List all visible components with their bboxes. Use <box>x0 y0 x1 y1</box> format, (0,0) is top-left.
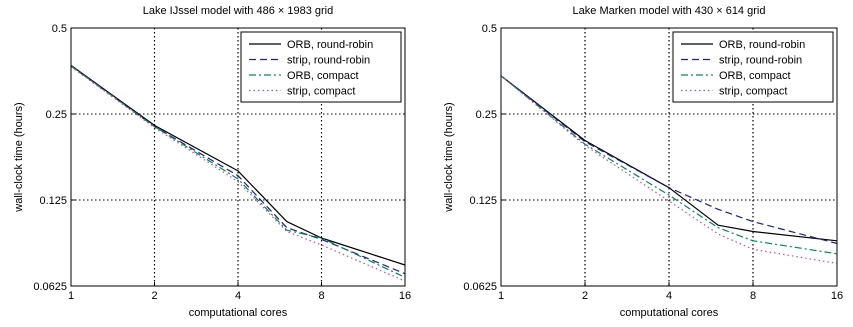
legend-label: strip, compact <box>719 86 787 98</box>
axis-ticks: 1 2 4 8 16 0.0625 0.125 0.25 0.5 <box>33 23 411 302</box>
grid-lines <box>501 28 837 286</box>
series-line <box>70 66 406 282</box>
y-tick-label: 0.25 <box>476 109 497 121</box>
y-axis-label: wall-clock time (hours) <box>13 102 25 212</box>
y-axis-label: wall-clock time (hours) <box>443 102 455 212</box>
y-tick-label: 0.25 <box>46 109 67 121</box>
legend: ORB, round-robin strip, round-robin ORB, c… <box>240 31 402 103</box>
series-lines <box>70 64 406 282</box>
legend-label: ORB, round-robin <box>287 39 373 51</box>
x-axis-label: computational cores <box>189 307 288 319</box>
x-tick-label: 2 <box>151 290 157 302</box>
x-tick-label: 16 <box>831 290 843 302</box>
chart-panel-lake-ijssel: Lake IJssel model with 486 × 1983 grid 1… <box>13 5 411 319</box>
chart-title: Lake IJssel model with 486 × 1983 grid <box>143 5 333 17</box>
legend-label: ORB, compact <box>719 70 791 82</box>
series-line <box>70 65 406 275</box>
x-tick-label: 4 <box>666 290 672 302</box>
series-line <box>500 75 838 264</box>
x-tick-label: 8 <box>318 290 324 302</box>
chart-panel-lake-marken: Lake Marken model with 430 × 614 grid 1 2… <box>443 5 843 319</box>
y-tick-label: 0.5 <box>482 23 497 35</box>
series-line <box>500 75 838 255</box>
series-lines <box>500 75 838 264</box>
legend-label: ORB, round-robin <box>719 39 805 51</box>
y-tick-label: 0.125 <box>39 195 67 207</box>
x-tick-label: 4 <box>235 290 241 302</box>
x-tick-label: 1 <box>68 290 74 302</box>
series-line <box>70 64 406 266</box>
x-tick-label: 2 <box>582 290 588 302</box>
legend-label: strip, round-robin <box>287 55 370 67</box>
series-line <box>500 75 838 245</box>
legend: ORB, round-robin strip, round-robin ORB, c… <box>672 31 834 103</box>
x-tick-label: 16 <box>399 290 411 302</box>
chart-title: Lake Marken model with 430 × 614 grid <box>573 5 766 17</box>
y-tick-label: 0.0625 <box>33 281 67 293</box>
axis-ticks: 1 2 4 8 16 0.0625 0.125 0.25 0.5 <box>463 23 843 302</box>
x-tick-label: 1 <box>498 290 504 302</box>
legend-label: strip, compact <box>287 86 355 98</box>
grid-lines <box>71 28 405 286</box>
legend-label: ORB, compact <box>287 70 359 82</box>
legend-label: strip, round-robin <box>719 55 802 67</box>
y-tick-label: 0.125 <box>469 195 497 207</box>
x-axis-label: computational cores <box>620 307 719 319</box>
series-line <box>500 75 838 242</box>
series-line <box>70 65 406 278</box>
y-tick-label: 0.5 <box>52 23 67 35</box>
y-tick-label: 0.0625 <box>463 281 497 293</box>
x-tick-label: 8 <box>750 290 756 302</box>
